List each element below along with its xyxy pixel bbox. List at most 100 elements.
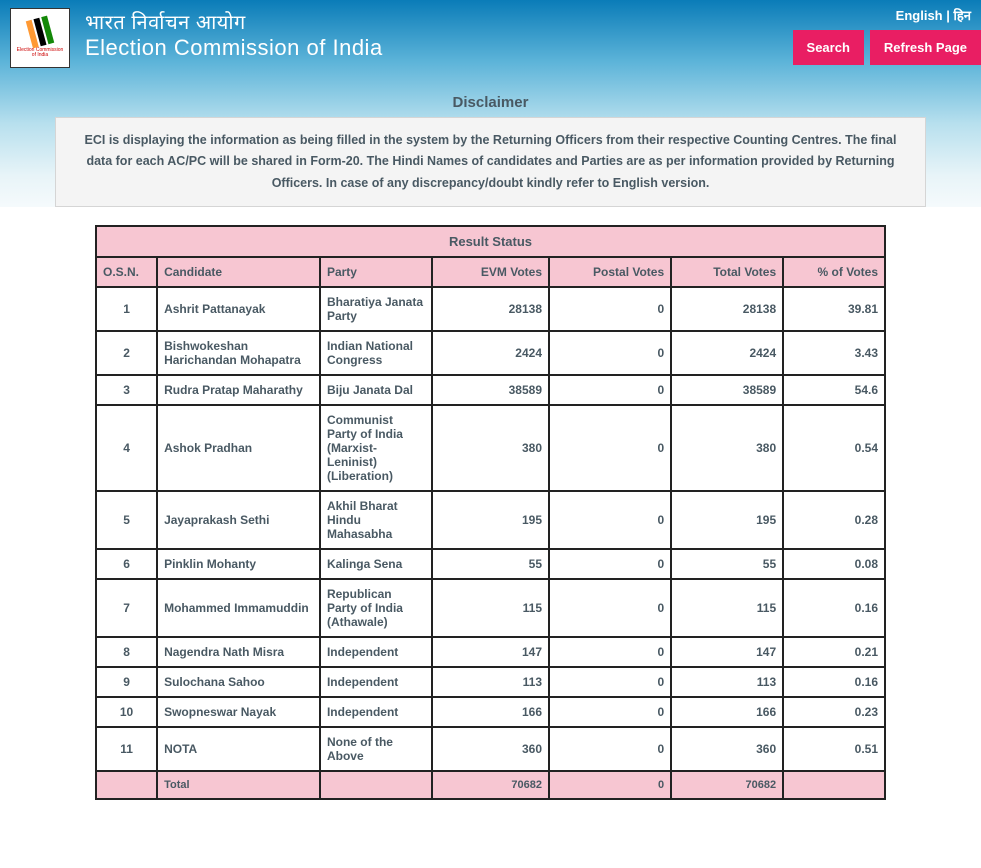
total-blank <box>783 771 885 799</box>
cell-candidate: Mohammed Immamuddin <box>157 579 320 637</box>
cell-pct: 0.16 <box>783 579 885 637</box>
col-total-votes: Total Votes <box>671 257 783 287</box>
cell-total: 2424 <box>671 331 783 375</box>
cell-pct: 0.23 <box>783 697 885 727</box>
eci-logo: Election Commission of India <box>10 8 70 68</box>
cell-osn: 9 <box>96 667 157 697</box>
cell-total: 147 <box>671 637 783 667</box>
title-hindi: भारत निर्वाचन आयोग <box>85 8 383 35</box>
cell-party: Kalinga Sena <box>320 549 432 579</box>
table-row: 11NOTANone of the Above36003600.51 <box>96 727 885 771</box>
cell-osn: 3 <box>96 375 157 405</box>
table-row: 4Ashok PradhanCommunist Party of India (… <box>96 405 885 491</box>
table-row: 6Pinklin MohantyKalinga Sena550550.08 <box>96 549 885 579</box>
cell-party: Independent <box>320 637 432 667</box>
table-caption: Result Status <box>95 225 886 256</box>
cell-party: Communist Party of India (Marxist-Lenini… <box>320 405 432 491</box>
disclaimer-heading: Disclaimer <box>0 88 981 117</box>
cell-postal: 0 <box>549 727 671 771</box>
cell-postal: 0 <box>549 331 671 375</box>
cell-candidate: Jayaprakash Sethi <box>157 491 320 549</box>
search-button[interactable]: Search <box>793 30 864 65</box>
cell-postal: 0 <box>549 491 671 549</box>
total-label: Total <box>157 771 320 799</box>
col-evm-votes: EVM Votes <box>432 257 549 287</box>
cell-pct: 0.16 <box>783 667 885 697</box>
cell-candidate: Pinklin Mohanty <box>157 549 320 579</box>
cell-candidate: Nagendra Nath Misra <box>157 637 320 667</box>
cell-candidate: Rudra Pratap Maharathy <box>157 375 320 405</box>
table-row: 7Mohammed ImmamuddinRepublican Party of … <box>96 579 885 637</box>
col-candidate: Candidate <box>157 257 320 287</box>
cell-evm: 113 <box>432 667 549 697</box>
disclaimer-body: ECI is displaying the information as bei… <box>55 117 926 207</box>
cell-pct: 3.43 <box>783 331 885 375</box>
col-pct-votes: % of Votes <box>783 257 885 287</box>
total-postal: 0 <box>549 771 671 799</box>
cell-evm: 147 <box>432 637 549 667</box>
cell-party: Indian National Congress <box>320 331 432 375</box>
cell-postal: 0 <box>549 405 671 491</box>
cell-postal: 0 <box>549 549 671 579</box>
table-row: 10Swopneswar NayakIndependent16601660.23 <box>96 697 885 727</box>
cell-pct: 0.28 <box>783 491 885 549</box>
table-header-row: O.S.N. Candidate Party EVM Votes Postal … <box>96 257 885 287</box>
total-blank <box>96 771 157 799</box>
cell-evm: 28138 <box>432 287 549 331</box>
cell-candidate: Ashok Pradhan <box>157 405 320 491</box>
total-blank <box>320 771 432 799</box>
cell-postal: 0 <box>549 697 671 727</box>
table-row: 5Jayaprakash SethiAkhil Bharat Hindu Mah… <box>96 491 885 549</box>
cell-osn: 7 <box>96 579 157 637</box>
cell-osn: 8 <box>96 637 157 667</box>
cell-evm: 2424 <box>432 331 549 375</box>
lang-english-link[interactable]: English <box>896 8 943 23</box>
table-row: 3Rudra Pratap MaharathyBiju Janata Dal38… <box>96 375 885 405</box>
cell-total: 55 <box>671 549 783 579</box>
cell-evm: 115 <box>432 579 549 637</box>
cell-total: 115 <box>671 579 783 637</box>
cell-pct: 39.81 <box>783 287 885 331</box>
logo-caption: Election Commission of India <box>14 48 66 58</box>
cell-postal: 0 <box>549 579 671 637</box>
title-block: भारत निर्वाचन आयोग Election Commission o… <box>85 8 383 61</box>
page-header: Election Commission of India भारत निर्वा… <box>0 0 981 207</box>
cell-postal: 0 <box>549 375 671 405</box>
lang-hindi-link[interactable]: हिन <box>954 8 972 23</box>
cell-postal: 0 <box>549 637 671 667</box>
cell-evm: 38589 <box>432 375 549 405</box>
cell-evm: 166 <box>432 697 549 727</box>
cell-total: 195 <box>671 491 783 549</box>
title-english: Election Commission of India <box>85 35 383 61</box>
cell-candidate: Ashrit Pattanayak <box>157 287 320 331</box>
table-row: 1Ashrit PattanayakBharatiya Janata Party… <box>96 287 885 331</box>
cell-osn: 10 <box>96 697 157 727</box>
cell-osn: 11 <box>96 727 157 771</box>
table-row: 8Nagendra Nath MisraIndependent14701470.… <box>96 637 885 667</box>
cell-osn: 4 <box>96 405 157 491</box>
cell-candidate: Bishwokeshan Harichandan Mohapatra <box>157 331 320 375</box>
col-postal-votes: Postal Votes <box>549 257 671 287</box>
cell-evm: 380 <box>432 405 549 491</box>
col-osn: O.S.N. <box>96 257 157 287</box>
cell-osn: 2 <box>96 331 157 375</box>
cell-party: Akhil Bharat Hindu Mahasabha <box>320 491 432 549</box>
cell-party: None of the Above <box>320 727 432 771</box>
cell-party: Republican Party of India (Athawale) <box>320 579 432 637</box>
cell-party: Biju Janata Dal <box>320 375 432 405</box>
cell-party: Bharatiya Janata Party <box>320 287 432 331</box>
cell-total: 28138 <box>671 287 783 331</box>
cell-total: 113 <box>671 667 783 697</box>
cell-pct: 0.51 <box>783 727 885 771</box>
language-switcher: English | हिन <box>896 6 971 24</box>
cell-candidate: NOTA <box>157 727 320 771</box>
cell-evm: 195 <box>432 491 549 549</box>
cell-total: 360 <box>671 727 783 771</box>
cell-postal: 0 <box>549 287 671 331</box>
total-evm: 70682 <box>432 771 549 799</box>
cell-pct: 0.21 <box>783 637 885 667</box>
refresh-page-button[interactable]: Refresh Page <box>870 30 981 65</box>
table-total-row: Total70682070682 <box>96 771 885 799</box>
col-party: Party <box>320 257 432 287</box>
cell-party: Independent <box>320 667 432 697</box>
